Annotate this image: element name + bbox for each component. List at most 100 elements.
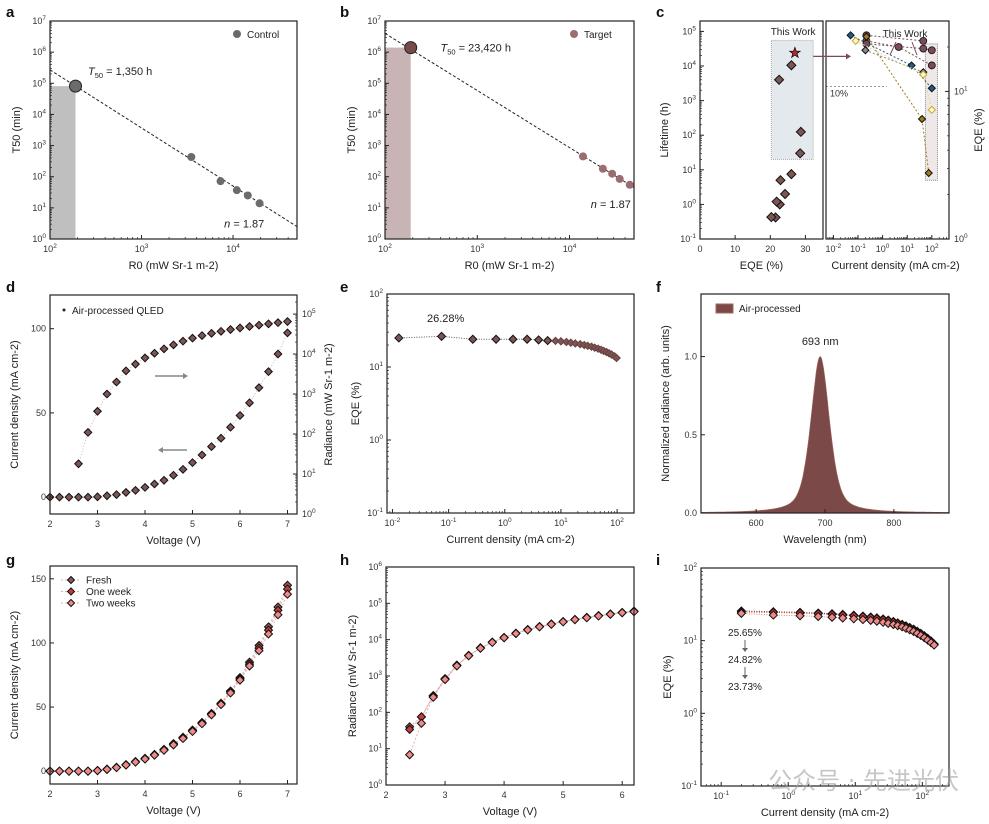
current-point bbox=[149, 479, 160, 489]
y-tick-label: 104 bbox=[367, 108, 381, 119]
current-point bbox=[282, 328, 293, 338]
down-arrow-head-icon bbox=[742, 675, 748, 679]
legend-label: Target bbox=[584, 30, 612, 41]
y-tick-label: 105 bbox=[682, 25, 696, 36]
radiance-point bbox=[197, 331, 207, 341]
data-point bbox=[255, 199, 264, 208]
y2-tick-label: 100 bbox=[302, 508, 316, 519]
data-point bbox=[907, 61, 916, 70]
x-tick-label: 100 bbox=[876, 243, 890, 254]
current-point bbox=[197, 450, 207, 460]
data-point bbox=[232, 186, 241, 195]
data-point bbox=[766, 211, 777, 223]
series-line bbox=[409, 610, 635, 728]
y-tick-label: 101 bbox=[369, 361, 383, 372]
plot-frame bbox=[49, 565, 298, 785]
current-point bbox=[140, 482, 150, 492]
x-tick-label: 3 bbox=[443, 790, 448, 800]
data-point bbox=[522, 334, 532, 344]
current-point bbox=[235, 410, 245, 420]
x-tick-label: 2 bbox=[47, 519, 52, 529]
chart-panel-i: 10-1 100 101 102 10-1 100 101 102 25.65% 24.82% 23… bbox=[662, 562, 950, 819]
data-point bbox=[244, 661, 255, 671]
x-tick-label: 10 bbox=[730, 244, 740, 254]
data-point bbox=[130, 757, 141, 767]
radiance-point bbox=[73, 459, 84, 469]
x-tick-label: 5 bbox=[561, 790, 566, 800]
data-point bbox=[92, 765, 103, 776]
data-point bbox=[523, 625, 533, 635]
legend-marker bbox=[66, 575, 76, 585]
panel-label: e bbox=[340, 279, 348, 296]
reference-line-label: 10% bbox=[830, 88, 848, 98]
data-point bbox=[625, 180, 634, 189]
data-point bbox=[73, 766, 84, 776]
data-point bbox=[929, 640, 939, 650]
y-tick-label: 103 bbox=[32, 140, 46, 151]
x-tick-label: 104 bbox=[226, 243, 240, 254]
data-point bbox=[282, 589, 293, 599]
data-point bbox=[927, 84, 937, 93]
radiance-point bbox=[263, 319, 274, 329]
current-point bbox=[187, 458, 198, 468]
y-axis-label: T50 (min) bbox=[346, 106, 358, 153]
radiance-point bbox=[178, 336, 188, 346]
legend-marker bbox=[62, 308, 66, 312]
data-point bbox=[206, 710, 217, 720]
y-tick-label: 107 bbox=[367, 15, 381, 26]
panel-label: b bbox=[340, 4, 349, 21]
data-point bbox=[924, 168, 933, 178]
arrow-left-head-icon bbox=[158, 447, 163, 453]
this-work-label: This Work bbox=[771, 27, 817, 38]
data-point bbox=[578, 152, 587, 161]
data-point bbox=[499, 633, 509, 643]
series-line bbox=[866, 34, 924, 42]
eqe-annotation: 24.82% bbox=[728, 655, 762, 666]
x-tick-label: 3 bbox=[95, 789, 100, 799]
x-axis-label: Current density (mA cm-2) bbox=[446, 534, 574, 546]
legend-label: Fresh bbox=[86, 576, 112, 587]
x-axis-label: Current density (mA cm-2) bbox=[761, 807, 889, 819]
y-axis-label: Lifetime (h) bbox=[659, 102, 671, 157]
radiance-point bbox=[273, 318, 283, 328]
peak-eqe-annotation: 26.28% bbox=[427, 313, 465, 325]
chart-panel-e: 10-2 10-1 100 101 10210-110010110226.28%Curr… bbox=[350, 288, 635, 546]
data-point bbox=[773, 74, 785, 85]
data-point bbox=[617, 608, 627, 618]
data-point bbox=[612, 353, 621, 363]
y-tick-label: 105 bbox=[368, 597, 382, 608]
data-point bbox=[927, 61, 936, 70]
data-point bbox=[436, 331, 447, 342]
series-line bbox=[50, 585, 288, 772]
panel-label: g bbox=[6, 552, 15, 569]
y2-tick-label: 101 bbox=[302, 468, 316, 479]
data-point bbox=[866, 615, 876, 626]
x-tick-label: 4 bbox=[142, 519, 147, 529]
current-point bbox=[111, 490, 122, 500]
radiance-point bbox=[111, 377, 122, 387]
chart-panel-c-left: 0 10 20 30 10-1 100 101 102 103 104 105 This Work EQ… bbox=[659, 20, 824, 272]
data-point bbox=[394, 333, 404, 343]
y-tick-label: 105 bbox=[32, 77, 46, 88]
chart-panel-f: 600 700 800 0.0 0.5 1.0 Air-processed 693 nm Wav… bbox=[660, 293, 950, 546]
data-point bbox=[736, 608, 747, 619]
y2-axis-label: EQE (%) bbox=[973, 108, 985, 151]
x-axis-label: Wavelength (nm) bbox=[783, 534, 866, 546]
current-point bbox=[168, 470, 179, 480]
data-point bbox=[225, 688, 236, 698]
y-tick-label: 106 bbox=[368, 561, 382, 572]
x-axis-label: R0 (mW Sr-1 m-2) bbox=[465, 260, 555, 272]
star-marker bbox=[788, 46, 802, 59]
data-point bbox=[851, 36, 860, 46]
watermark: 公众号 · 先进光伏 bbox=[768, 767, 959, 795]
y2-tick-label: 105 bbox=[302, 308, 316, 319]
x-axis-label: Voltage (V) bbox=[146, 535, 200, 547]
data-point bbox=[771, 196, 782, 207]
legend-label: Air-processed QLED bbox=[72, 306, 164, 317]
data-point bbox=[64, 766, 74, 776]
data-point bbox=[919, 70, 928, 79]
current-point bbox=[130, 485, 141, 495]
data-point bbox=[593, 611, 604, 621]
y-tick-label: 102 bbox=[367, 171, 381, 182]
